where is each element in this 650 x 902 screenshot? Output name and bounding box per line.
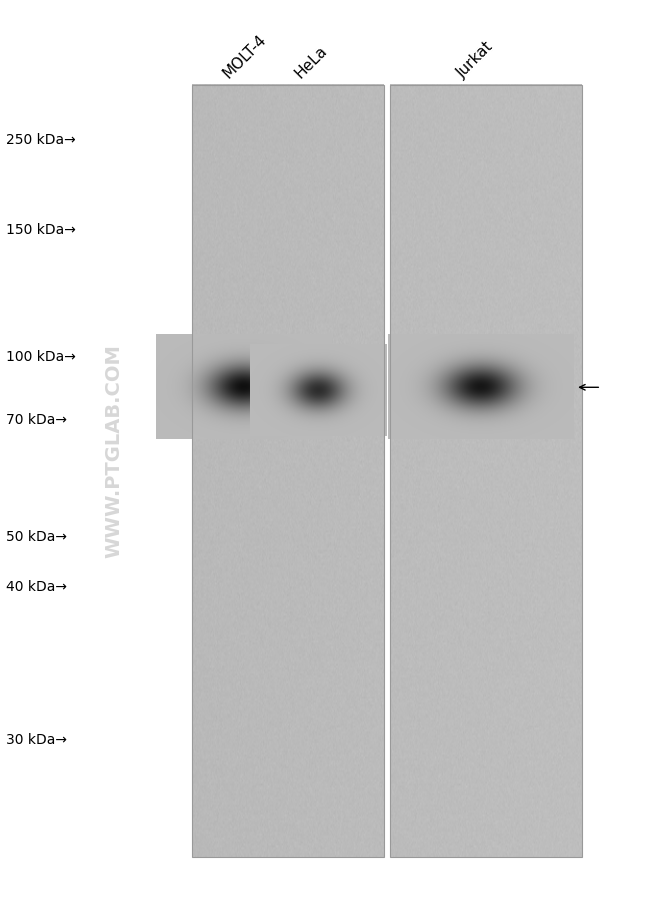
Text: 100 kDa→: 100 kDa→ bbox=[6, 349, 77, 364]
Text: 50 kDa→: 50 kDa→ bbox=[6, 529, 68, 544]
Bar bbox=[192, 86, 384, 857]
Text: HeLa: HeLa bbox=[292, 43, 330, 81]
Text: 250 kDa→: 250 kDa→ bbox=[6, 133, 76, 147]
Text: MOLT-4: MOLT-4 bbox=[220, 32, 269, 81]
Text: Jurkat: Jurkat bbox=[454, 39, 496, 81]
Text: 30 kDa→: 30 kDa→ bbox=[6, 732, 68, 747]
Text: 150 kDa→: 150 kDa→ bbox=[6, 223, 77, 237]
Text: 40 kDa→: 40 kDa→ bbox=[6, 579, 68, 594]
Text: WWW.PTGLAB.COM: WWW.PTGLAB.COM bbox=[104, 345, 124, 557]
Bar bbox=[390, 86, 582, 857]
Text: 70 kDa→: 70 kDa→ bbox=[6, 412, 68, 427]
